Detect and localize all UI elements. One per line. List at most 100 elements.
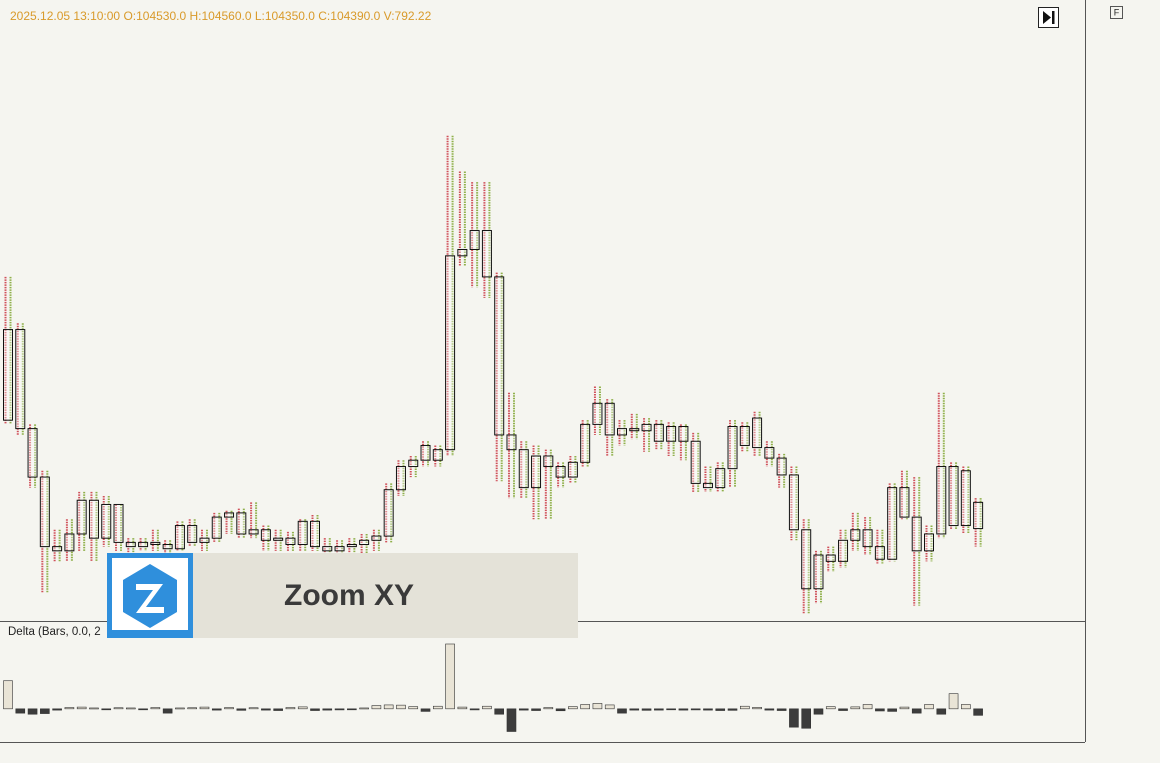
delta-bar [862,704,873,710]
candle-body [481,230,492,278]
candle-body [617,428,627,436]
header-info: 2025.12.05 13:10:00 O:104530.0 H:104560.… [10,9,432,23]
candle-body [162,544,173,550]
delta-bar [150,707,161,710]
candle-body [236,512,247,535]
candle-body [310,520,320,548]
delta-bar [580,704,590,710]
overlay-title: Zoom XY [284,579,414,612]
delta-bar [592,703,603,710]
delta-bar [162,708,173,714]
candle-body [248,529,259,535]
delta-bar [813,708,824,715]
candle-body [727,426,738,470]
delta-bar [76,706,87,710]
delta-bar [482,705,492,710]
delta-bar [432,705,443,710]
candle-body [788,474,799,531]
delta-bar [3,680,13,710]
candle-body [862,529,873,548]
delta-title: Delta (Bars, 0.0, 2 [8,626,101,638]
delta-bar [739,705,750,710]
candle-body [445,255,456,451]
play-button[interactable] [1038,7,1059,28]
candle-body [960,470,971,527]
delta-bar [371,705,382,710]
candle-body [764,447,775,459]
delta-bar [408,706,419,710]
candle-body [592,402,603,425]
delta-bar [543,707,554,710]
delta-bar [899,706,910,710]
delta-bar [887,708,897,712]
candle-body [518,449,529,489]
candle-body [936,466,947,535]
delta-bar [469,708,480,711]
candle-body [346,544,357,548]
candle-body [64,533,75,552]
candle-body [604,402,615,436]
candle-body [334,546,345,552]
delta-bar [113,707,124,710]
delta-bar [850,706,861,710]
candle-body [383,489,394,537]
candle-body [948,466,959,527]
candle-body [125,541,136,548]
delta-bar [531,708,541,711]
delta-bar [224,707,234,710]
candle-body [39,476,50,548]
delta-bar [678,708,689,711]
delta-bar [875,708,885,712]
delta-bar [911,708,922,714]
candle-body [52,546,63,552]
candle-body [580,423,591,463]
delta-bar [261,708,271,711]
candle-body [395,466,406,491]
candle-body [138,541,149,548]
delta-bar [211,708,222,711]
delta-bar [285,707,296,710]
candle-body [27,428,38,478]
candle-body [911,516,922,552]
candle-body [874,546,885,560]
candle-body [3,329,13,421]
candle-body [187,525,198,543]
delta-bar [776,708,787,711]
candle-body [899,487,910,518]
delta-bar [936,708,947,715]
candle-body [285,537,296,546]
delta-bar [555,708,566,712]
delta-bar [52,708,62,711]
delta-bar [101,708,112,711]
delta-bar [838,708,848,711]
delta-bar [641,708,652,711]
candle-body [76,499,87,535]
candle-body [150,541,161,546]
delta-bar [801,708,812,729]
f-button-label[interactable]: F [1114,7,1120,17]
candle-body [211,516,222,539]
candle-body [567,461,578,478]
delta-bar [64,707,75,710]
candle-body [702,482,713,489]
delta-bar [789,708,799,728]
candle-body [715,468,726,489]
delta-bar [138,708,148,711]
delta-bar [752,707,762,710]
delta-bar [310,708,320,711]
delta-bar [420,708,431,712]
delta-bar [924,704,934,710]
delta-bar [126,707,136,710]
delta-bar [604,704,615,710]
delta-bar [15,708,26,714]
candle-body [678,426,689,442]
delta-bar [629,708,640,711]
f-button[interactable]: F [1110,6,1123,19]
candle-body [850,529,861,541]
delta-bar [948,693,959,710]
delta-bar [727,708,738,711]
candle-body [15,329,26,430]
delta-bar [617,708,627,714]
